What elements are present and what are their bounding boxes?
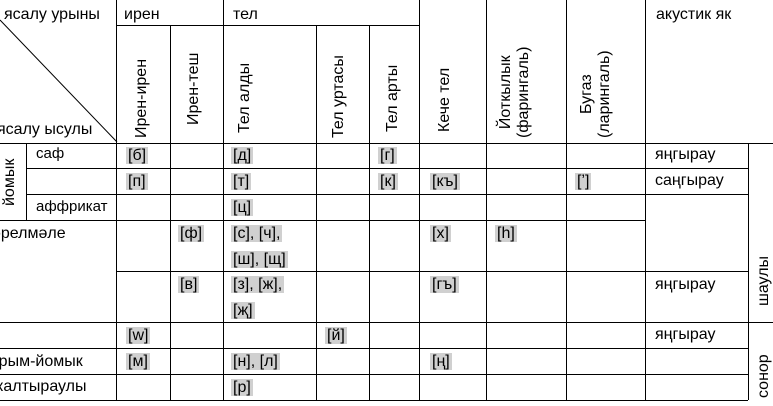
grid-line	[316, 25, 317, 400]
phoneme-cell: [з], [ж],	[231, 276, 285, 293]
grid-line	[116, 322, 773, 323]
grid-line	[566, 0, 567, 400]
grid-line	[0, 220, 645, 221]
phoneme-cell: [с], [ч],	[231, 225, 283, 242]
header-keche-tel: Кече тел	[436, 67, 453, 132]
grid-line	[369, 25, 370, 400]
phoneme-cell: [б]	[126, 147, 149, 164]
corner-top-label: ясалу урыны	[4, 6, 100, 23]
header-akustik: акустик як	[656, 6, 732, 23]
header-tel-aldy: Тел алды	[236, 62, 253, 133]
grid-line	[419, 0, 420, 400]
phoneme-cell: [р]	[231, 379, 253, 396]
acoustic-label: яңгырау	[655, 326, 716, 343]
grid-line	[223, 0, 224, 400]
phoneme-cell: [ң]	[430, 353, 452, 370]
header-bugaz: Бугаз (ларингаль)	[578, 50, 613, 138]
side-sonor: сонор	[755, 354, 772, 398]
grid-line	[0, 143, 773, 144]
grid-line	[0, 374, 748, 375]
acoustic-label: яңгырау	[655, 276, 716, 293]
phoneme-cell: [къ]	[430, 173, 460, 190]
grid-line	[645, 0, 646, 400]
row-yarelmele: әрелмәле	[0, 225, 66, 242]
grid-line	[26, 143, 27, 220]
corner-diagonal	[0, 19, 118, 143]
phoneme-cell: [т]	[231, 173, 252, 190]
phoneme-cell: [м]	[126, 353, 150, 370]
header-tel: тел	[233, 6, 258, 23]
phoneme-cell: [w]	[126, 327, 151, 344]
phoneme-cell: [гъ]	[430, 276, 459, 293]
grid-line	[0, 400, 748, 401]
row-saf: саф	[36, 145, 65, 162]
phoneme-cell: [ц]	[231, 199, 254, 216]
header-yotkylyk: Йоткылык (фарингаль)	[497, 46, 532, 138]
corner-bottom-label: ясалу ысулы	[0, 121, 93, 138]
side-shau: шаулы	[755, 255, 772, 306]
phoneme-cell: [һ]	[495, 225, 517, 242]
phoneme-cell: [й]	[325, 327, 347, 344]
grid-line	[170, 25, 171, 400]
row-yarym-yomyk: ярым-йомык	[0, 353, 83, 370]
phoneme-cell: [п]	[126, 173, 148, 190]
phoneme-cell: [җ]	[231, 302, 255, 319]
grid-line	[748, 143, 749, 400]
phoneme-cell: [ф]	[178, 225, 205, 242]
header-iren: ирен	[124, 6, 160, 23]
phoneme-cell: [х]	[430, 225, 451, 242]
phoneme-cell: [ʼ]	[575, 173, 592, 190]
header-tel-arty: Тел арты	[384, 64, 401, 132]
phoneme-cell: [г]	[378, 147, 397, 164]
acoustic-label: саңгырау	[655, 172, 724, 189]
phoneme-cell: [к]	[378, 173, 398, 190]
grid-line	[26, 194, 748, 195]
header-tel-urtasy: Тел уртасы	[330, 55, 347, 138]
grid-line	[26, 168, 748, 169]
grid-line	[116, 271, 748, 272]
row-affrikat: аффрикат	[36, 198, 108, 215]
grid-line	[486, 0, 487, 400]
header-iren-iren: Ирен-ирен	[133, 58, 150, 138]
row-yomyk: йомык	[1, 158, 18, 206]
header-iren-tesh: Ирен-теш	[185, 52, 202, 125]
grid-line	[0, 348, 748, 349]
acoustic-label: яңгырау	[655, 146, 716, 163]
grid-line	[116, 0, 117, 400]
grid-line	[116, 25, 419, 26]
phoneme-cell: [в]	[178, 276, 200, 293]
phoneme-cell: [ш], [щ]	[231, 251, 288, 268]
phoneme-cell: [д]	[231, 147, 254, 164]
row-kaltyrauly: калтыраулы	[0, 378, 87, 395]
phoneme-cell: [н], [л]	[231, 353, 280, 370]
